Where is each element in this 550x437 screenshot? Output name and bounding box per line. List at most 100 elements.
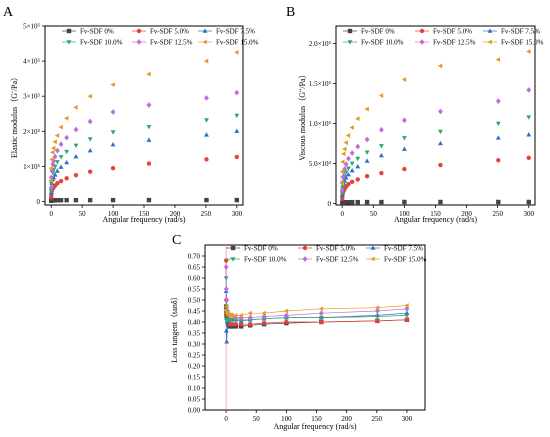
data-point [247,314,253,321]
legend-label: Fv-SDF 15.0% [384,256,427,264]
x-axis-label: Angular frequency (rad/s) [273,422,356,431]
data-point [234,89,240,96]
y-tick-label: 0.50 [188,297,201,305]
legend-label: Fv-SDF 0% [244,245,278,253]
data-point [50,161,56,168]
y-tick-label: 0.70 [188,253,201,261]
data-point [284,319,289,325]
data-point [318,315,324,321]
x-tick-label: 100 [108,210,119,218]
data-point [238,324,244,329]
data-point [364,199,370,205]
data-point [224,339,230,344]
panel-label-b: B [286,5,295,20]
data-point [247,310,252,316]
y-tick-label: 4×10⁵ [23,58,40,66]
data-point [48,189,54,194]
legend-label: Fv-SDF 12.5% [433,39,476,47]
y-tick-label: 0 [37,198,41,206]
data-point [54,133,60,138]
legend-marker [370,256,375,262]
data-point [345,133,351,138]
data-point [378,144,384,149]
data-point [355,116,360,122]
data-point [346,171,351,177]
data-point [110,141,116,147]
legend-marker [347,40,353,45]
y-axis-label: Elastic modulus（G′/Pa） [10,73,19,158]
data-point [87,197,93,203]
data-point [355,164,361,169]
data-point [526,49,531,54]
y-tick-label: 0.00 [188,407,201,415]
data-point [438,129,443,135]
x-tick-label: 50 [253,415,261,423]
data-point [438,199,443,205]
data-point [223,304,228,310]
x-tick-label: 0 [49,210,53,218]
legend-marker [419,39,425,45]
viscous-modulus-chart: 0 50 100 150 200 250 300 0 5.0×10⁴ 1.0×10⁵ 1.5×10⁵… [298,25,544,224]
x-tick-label: 250 [492,210,503,218]
elastic-modulus-chart: 0 50 100 150 200 250 300 0 1×10⁵ 2×10⁵ 3×10⁵ 4×10⁵ 5… [10,23,259,225]
data-point [58,141,64,148]
legend-marker [230,257,236,262]
data-point [51,158,57,164]
data-point [526,115,532,120]
data-point [58,198,64,203]
data-point [495,57,501,62]
data-point [438,140,443,146]
data-point [379,170,384,176]
data-point [378,93,384,98]
y-axis-label: Viscous modulus（G″/Pa） [298,70,307,160]
data-point [87,169,93,174]
legend-label: Fv-SDF 0% [80,28,114,36]
data-point [374,314,380,320]
data-point [364,158,370,163]
x-tick-label: 150 [430,210,441,218]
data-point [318,310,324,317]
data-point [248,322,253,327]
legend-marker [202,28,208,33]
data-point [54,168,60,173]
data-point [64,176,69,181]
panel-label-a: A [3,5,14,20]
x-tick-label: 0 [340,210,344,218]
data-point [526,87,532,93]
data-point [340,174,346,180]
data-point [340,196,345,201]
data-point [87,147,93,153]
data-point [58,178,64,184]
data-point [346,200,351,205]
data-point [404,313,410,319]
data-point [224,297,230,303]
legend-label: Fv-SDF 5.0% [150,28,189,36]
x-tick-label: 300 [402,415,413,423]
legend-marker [136,28,142,34]
x-tick-label: 0 [224,415,228,423]
data-point [110,109,116,115]
y-tick-label: 0.05 [188,396,201,404]
data-point [73,197,79,203]
data-point [146,102,152,108]
data-point [146,124,152,130]
data-point [355,156,361,162]
data-point [355,199,360,205]
legend-label: Fv-SDF 7.5% [501,28,540,36]
data-point [204,197,209,203]
data-point [364,150,370,155]
data-point [234,154,240,160]
data-point [234,49,239,55]
legend-label: Fv-SDF 5.0% [433,28,472,36]
data-point [339,181,345,186]
data-point [343,161,349,168]
y-tick-label: 2×10⁵ [23,128,40,136]
data-point [496,158,501,163]
series-fv-sdf-10-0 [48,113,240,194]
data-point [87,93,92,99]
data-point [87,137,93,142]
data-point [234,197,240,203]
data-point [48,165,54,171]
y-tick-label: 0.65 [188,264,201,272]
data-point [238,322,244,327]
